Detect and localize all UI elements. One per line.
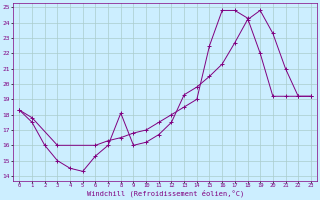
- X-axis label: Windchill (Refroidissement éolien,°C): Windchill (Refroidissement éolien,°C): [86, 190, 244, 197]
